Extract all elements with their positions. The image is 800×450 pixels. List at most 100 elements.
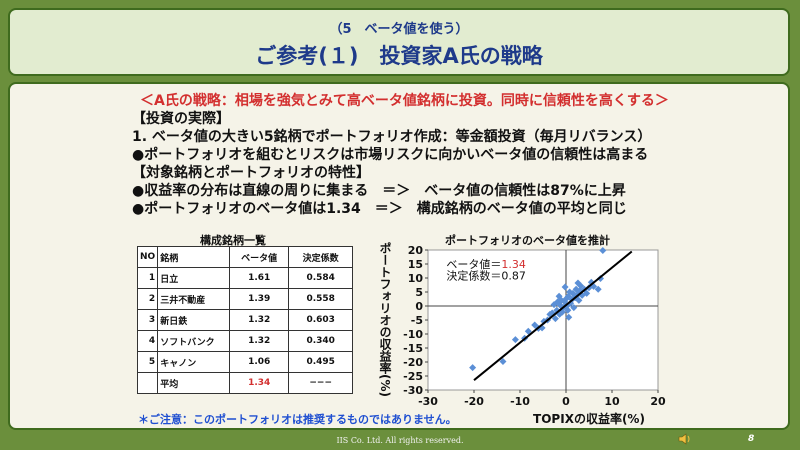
- average-no: [136, 372, 159, 394]
- data-point: [572, 285, 580, 293]
- data-point: [590, 282, 598, 290]
- row-beta: 1.32: [229, 330, 290, 352]
- x-tick-label: -20: [464, 395, 484, 408]
- y-tick-label: -5: [411, 314, 423, 327]
- row-no: 3: [136, 309, 159, 331]
- data-point: [546, 310, 554, 318]
- body-line-4: ●収益率の分布は直線の周りに集まる ＝＞ ベータ値の信頼性は87%に上昇: [132, 183, 626, 199]
- slide-subtitle: （5 ベータ値を使う）: [329, 22, 469, 37]
- table-average-row: 平均 1.34 −−−: [136, 372, 354, 394]
- row-no: 2: [136, 288, 159, 310]
- y-tick-label: 5: [415, 286, 423, 299]
- y-tick-label: -20: [403, 356, 423, 369]
- data-point: [574, 279, 582, 287]
- row-no: 1: [136, 267, 159, 289]
- x-tick-label: -10: [510, 395, 530, 408]
- header-beta: ベータ値: [229, 246, 290, 268]
- row-beta: 1.61: [229, 267, 290, 289]
- table-row: 3 新日鉄 1.32 0.603: [136, 309, 354, 331]
- section-heading-characteristics: 【対象銘柄とポートフォリオの特性】: [132, 165, 370, 181]
- row-r2: 0.340: [288, 330, 354, 352]
- data-point: [511, 336, 519, 344]
- data-point: [561, 283, 569, 291]
- average-r2: −−−: [288, 372, 354, 394]
- row-r2: 0.584: [288, 267, 354, 289]
- data-point: [499, 357, 507, 365]
- data-point: [599, 247, 607, 255]
- y-tick-label: 10: [408, 272, 424, 285]
- row-name: 日立: [157, 267, 231, 289]
- header-name: 銘柄: [157, 246, 231, 268]
- page-number: 8: [748, 434, 755, 444]
- data-point: [569, 289, 577, 297]
- row-no: 4: [136, 330, 159, 352]
- r2-annotation: 決定係数＝0.87: [446, 268, 526, 282]
- row-name: キャノン: [157, 351, 231, 373]
- y-tick-label: -25: [403, 370, 423, 383]
- row-name: ソフトバンク: [157, 330, 231, 352]
- data-point: [524, 327, 532, 335]
- data-point: [570, 304, 578, 312]
- regression-line: [473, 250, 633, 381]
- header-r2: 決定係数: [288, 246, 354, 268]
- average-label: 平均: [157, 372, 231, 394]
- row-beta: 1.39: [229, 288, 290, 310]
- y-tick-label: -15: [403, 342, 423, 355]
- x-tick-label: -30: [418, 395, 438, 408]
- speaker-icon[interactable]: [678, 432, 692, 446]
- table-header-row: NO 銘柄 ベータ値 決定係数: [136, 246, 354, 268]
- section-heading-practice: 【投資の実際】: [132, 111, 230, 127]
- y-tick-label: 15: [408, 258, 423, 271]
- table-row: 2 三井不動産 1.39 0.558: [136, 288, 354, 310]
- scatter-chart: -30 -20 -10 0 10 20-30-25-20-15-10-505101520ベ…: [403, 244, 666, 426]
- data-point: [583, 289, 591, 297]
- row-name: 新日鉄: [157, 309, 231, 331]
- beta-annotation: ベータ値＝1.34: [446, 258, 526, 271]
- data-point: [585, 284, 593, 292]
- body-line-1: 1. ベータ値の大きい5銘柄でポートフォリオ作成：等金額投資（毎月リバランス）: [132, 129, 652, 145]
- y-tick-label: -30: [403, 384, 423, 397]
- row-r2: 0.558: [288, 288, 354, 310]
- copyright-text: IIS Co. Ltd. All rights reserved.: [336, 436, 464, 445]
- data-point: [548, 309, 556, 317]
- row-no: 5: [136, 351, 159, 373]
- row-name: 三井不動産: [157, 288, 231, 310]
- y-tick-label: -10: [403, 328, 423, 341]
- data-point: [575, 296, 583, 304]
- average-beta: 1.34: [229, 372, 290, 394]
- header-no: NO: [136, 246, 159, 268]
- data-point: [597, 275, 604, 283]
- x-axis-label: TOPIXの収益率(%): [533, 411, 645, 426]
- x-tick-label: 20: [650, 395, 666, 408]
- data-point: [551, 315, 559, 323]
- chart-y-axis-label: ポートフォリオの収益率(%): [378, 242, 392, 397]
- row-r2: 0.603: [288, 309, 354, 331]
- row-beta: 1.32: [229, 309, 290, 331]
- data-point: [564, 306, 572, 314]
- data-point: [594, 285, 602, 293]
- disclaimer-note: ＊ご注意：このポートフォリオは推奨するものではありません。: [138, 413, 457, 426]
- x-tick-label: 10: [604, 395, 620, 408]
- body-line-2: ●ポートフォリオを組むとリスクは市場リスクに向かいベータ値の信頼性は高まる: [132, 147, 649, 163]
- x-tick-label: 0: [562, 395, 570, 408]
- data-point: [565, 313, 573, 321]
- table-title: 構成銘柄一覧: [200, 234, 266, 247]
- slide-title: ご参考(１) 投資家A氏の戦略: [255, 44, 543, 68]
- data-point: [557, 296, 565, 304]
- data-point: [556, 310, 564, 318]
- title-banner: （5 ベータ値を使う） ご参考(１) 投資家A氏の戦略: [8, 8, 790, 76]
- table-row: 4 ソフトバンク 1.32 0.340: [136, 330, 354, 352]
- row-r2: 0.495: [288, 351, 354, 373]
- chart-title: ポートフォリオのベータ値を推計: [445, 234, 610, 247]
- y-tick-label: 20: [408, 244, 424, 257]
- y-tick-label: 0: [415, 300, 423, 313]
- table-row: 1 日立 1.61 0.584: [136, 267, 354, 289]
- table-row: 5 キャノン 1.06 0.495: [136, 351, 354, 373]
- stocks-table: NO 銘柄 ベータ値 決定係数 1 日立 1.61 0.584 2 三井不動産 …: [136, 246, 354, 394]
- strategy-statement: ＜A氏の戦略：相場を強気とみて高ベータ値銘柄に投資。同時に信頼性を高くする＞: [140, 93, 669, 109]
- row-beta: 1.06: [229, 351, 290, 373]
- body-line-5: ●ポートフォリオのベータ値は1.34 ＝＞ 構成銘柄のベータ値の平均と同じ: [132, 201, 627, 217]
- data-point: [469, 364, 477, 372]
- data-point: [577, 282, 585, 290]
- data-point: [531, 321, 539, 329]
